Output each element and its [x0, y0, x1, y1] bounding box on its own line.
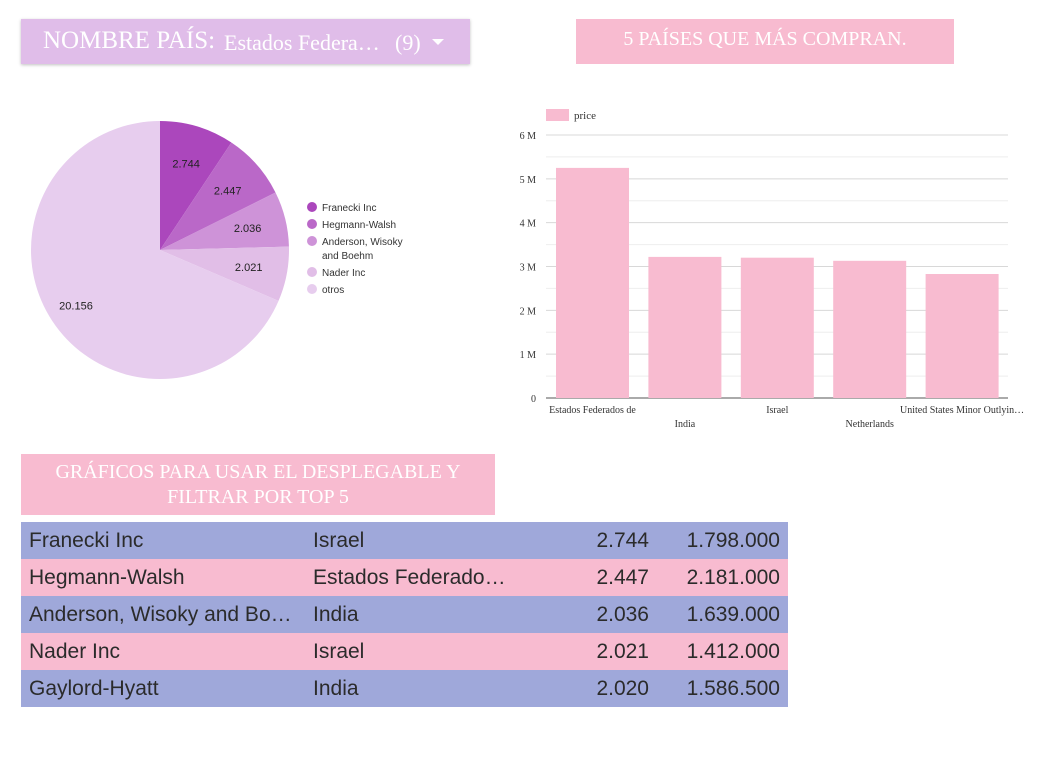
legend-label: and Boehm	[322, 251, 373, 262]
quantity-cell: 2.744	[596, 529, 649, 552]
y-tick-label: 0	[531, 394, 536, 405]
quantity-cell: 2.020	[596, 677, 649, 700]
y-tick-label: 1 M	[520, 350, 537, 361]
filter-count: (9)	[395, 30, 421, 55]
pie-data-label: 20.156	[59, 300, 93, 312]
y-tick-label: 6 M	[520, 131, 537, 142]
quantity-cell: 2.447	[596, 566, 649, 589]
x-tick-label: United States Minor Outlyin…	[900, 405, 1024, 416]
x-tick-label: Estados Federados de	[549, 405, 636, 416]
quantity-cell: 2.036	[596, 603, 649, 626]
pie-slice[interactable]	[31, 121, 279, 379]
pie-data-label: 2.036	[234, 223, 262, 235]
bar[interactable]	[740, 257, 814, 398]
price-cell: 1.586.500	[686, 677, 780, 700]
pie-slice[interactable]	[160, 192, 289, 250]
table-row[interactable]: Gaylord-Hyatt India 2.020 1.586.500	[21, 670, 788, 707]
legend-label: otros	[322, 285, 344, 296]
country-cell: Israel	[313, 640, 365, 663]
company-cell: Gaylord-Hyatt	[29, 677, 159, 700]
legend-swatch	[546, 109, 569, 121]
pie-slice[interactable]	[160, 142, 276, 250]
table-title: GRÁFICOS PARA USAR EL DESPLEGABLE Y FILT…	[21, 454, 495, 515]
filter-selected-value: Estados Federados de	[224, 30, 386, 55]
pie-slice[interactable]	[160, 246, 289, 301]
company-cell: Nader Inc	[29, 640, 121, 663]
y-tick-label: 3 M	[520, 263, 537, 274]
quantity-cell: 2.021	[596, 640, 649, 663]
pie-slice[interactable]	[160, 121, 232, 250]
country-filter-dropdown[interactable]: NOMBRE PAÍS: Estados Federados de (9)	[21, 19, 470, 64]
x-tick-label: India	[675, 419, 696, 430]
table-row[interactable]: Hegmann-Walsh Estados Federados de 2.447…	[21, 559, 788, 596]
table-row[interactable]: Nader Inc Israel 2.021 1.412.000	[21, 633, 788, 670]
country-cell: India	[313, 603, 359, 626]
legend-marker	[307, 267, 317, 277]
legend-label: price	[574, 110, 596, 122]
price-cell: 1.798.000	[686, 529, 780, 552]
country-cell: Israel	[313, 529, 365, 552]
price-cell: 1.639.000	[686, 603, 780, 626]
x-tick-label: Israel	[766, 405, 788, 416]
filter-label: NOMBRE PAÍS:	[43, 27, 216, 54]
top5-table: Franecki Inc Israel 2.744 1.798.000 Hegm…	[21, 522, 788, 707]
table-row[interactable]: Anderson, Wisoky and Boehm India 2.036 1…	[21, 596, 788, 633]
price-cell: 1.412.000	[686, 640, 780, 663]
company-cell: Anderson, Wisoky and Boehm	[29, 603, 301, 626]
legend-marker	[307, 236, 317, 246]
table-row[interactable]: Franecki Inc Israel 2.744 1.798.000	[21, 522, 788, 559]
bar-chart: price 0 1 M 2 M 3 M 4 M 5 M 6 M Estados Federa…	[520, 109, 1024, 430]
pie-data-label: 2.744	[172, 159, 200, 171]
legend-label: Hegmann-Walsh	[322, 220, 396, 231]
legend-label: Anderson, Wisoky	[322, 237, 403, 248]
x-tick-label: Netherlands	[846, 419, 894, 430]
legend-label: Nader Inc	[322, 268, 365, 279]
bar[interactable]	[925, 274, 999, 398]
chevron-down-icon[interactable]	[432, 39, 444, 45]
legend-marker	[307, 284, 317, 294]
legend-label: Franecki Inc	[322, 203, 376, 214]
y-tick-label: 5 M	[520, 175, 537, 186]
company-cell: Franecki Inc	[29, 529, 144, 552]
company-cell: Hegmann-Walsh	[29, 566, 185, 589]
pie-chart: 2.744 2.447 2.036 2.021 20.156 Franecki Inc H…	[31, 121, 403, 379]
pie-data-label: 2.447	[214, 185, 242, 197]
legend-marker	[307, 202, 317, 212]
bar-chart-title: 5 PAÍSES QUE MÁS COMPRAN.	[576, 19, 954, 64]
pie-data-label: 2.021	[235, 262, 263, 274]
country-cell: India	[313, 677, 359, 700]
price-cell: 2.181.000	[686, 566, 780, 589]
y-tick-label: 4 M	[520, 219, 537, 230]
bar[interactable]	[833, 260, 907, 398]
y-tick-label: 2 M	[520, 306, 537, 317]
country-cell: Estados Federados de	[313, 566, 513, 589]
bar[interactable]	[556, 167, 629, 398]
bar[interactable]	[648, 256, 722, 398]
legend-marker	[307, 219, 317, 229]
